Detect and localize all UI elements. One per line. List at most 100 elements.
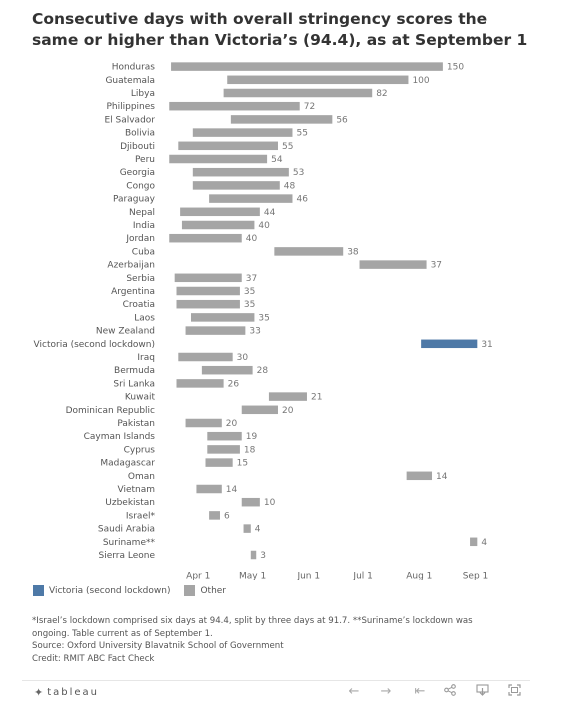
category-label: Bolivia bbox=[125, 129, 155, 139]
legend-item-other[interactable]: Other bbox=[184, 585, 226, 596]
bar[interactable] bbox=[176, 379, 224, 388]
category-label: Laos bbox=[134, 313, 155, 323]
bar[interactable] bbox=[180, 207, 260, 217]
data-label: 4 bbox=[481, 538, 487, 548]
bar[interactable] bbox=[243, 524, 251, 533]
bar[interactable] bbox=[227, 75, 409, 85]
data-label: 44 bbox=[264, 208, 276, 218]
category-label: Pakistan bbox=[117, 419, 155, 429]
bar[interactable] bbox=[274, 247, 344, 256]
bar[interactable] bbox=[178, 141, 278, 151]
bar[interactable] bbox=[250, 550, 257, 560]
bar[interactable] bbox=[201, 365, 253, 375]
data-label: 38 bbox=[347, 247, 359, 257]
category-label: Libya bbox=[131, 89, 155, 99]
data-label: 46 bbox=[296, 195, 308, 205]
footnotes: *Israel’s lockdown comprised six days at… bbox=[32, 615, 537, 665]
footnote-line: *Israel’s lockdown comprised six days at… bbox=[32, 616, 473, 626]
bar[interactable] bbox=[209, 194, 293, 203]
data-label: 56 bbox=[336, 115, 348, 125]
bar[interactable] bbox=[192, 128, 293, 137]
bar[interactable] bbox=[176, 286, 240, 296]
category-label: Saudi Arabia bbox=[98, 525, 155, 535]
legend-item-victoria[interactable]: Victoria (second lockdown) bbox=[33, 585, 170, 596]
bar[interactable] bbox=[209, 511, 220, 520]
data-label: 10 bbox=[264, 498, 276, 508]
share-icon[interactable] bbox=[442, 684, 458, 700]
bar[interactable] bbox=[176, 299, 240, 309]
tableau-toolbar: ✦ tableau ← → ⇤ bbox=[22, 680, 530, 703]
bar[interactable] bbox=[406, 471, 433, 481]
tableau-brand[interactable]: ✦ tableau bbox=[34, 686, 99, 699]
data-label: 37 bbox=[431, 261, 442, 271]
category-label: Uzbekistan bbox=[105, 498, 155, 508]
category-label: Peru bbox=[135, 155, 155, 165]
category-label: Honduras bbox=[112, 63, 156, 73]
category-label: Cuba bbox=[132, 247, 155, 257]
chart-title: Consecutive days with overall stringency… bbox=[32, 10, 528, 49]
data-label: 53 bbox=[293, 168, 304, 178]
tableau-wordmark: tableau bbox=[47, 686, 100, 698]
bar[interactable] bbox=[205, 458, 233, 467]
data-label: 82 bbox=[376, 89, 387, 99]
bar[interactable] bbox=[230, 115, 333, 124]
bar[interactable] bbox=[169, 233, 242, 243]
bar[interactable] bbox=[190, 313, 255, 322]
data-label: 33 bbox=[249, 327, 260, 337]
category-label: Guatemala bbox=[105, 76, 155, 86]
category-label: Paraguay bbox=[113, 195, 156, 205]
category-label: Philippines bbox=[107, 102, 156, 112]
category-label: Dominican Republic bbox=[66, 406, 155, 416]
legend[interactable]: Victoria (second lockdown) Other bbox=[33, 585, 240, 596]
category-label: Croatia bbox=[123, 300, 155, 310]
source-note: Source: Oxford University Blavatnik Scho… bbox=[32, 641, 284, 652]
download-icon[interactable] bbox=[474, 684, 490, 700]
bar[interactable] bbox=[241, 405, 278, 415]
data-label: 26 bbox=[228, 379, 240, 389]
data-label: 54 bbox=[271, 155, 283, 165]
bar[interactable] bbox=[169, 101, 300, 111]
bar[interactable] bbox=[178, 352, 233, 362]
data-label: 150 bbox=[447, 63, 464, 73]
bar[interactable] bbox=[192, 167, 289, 177]
bar[interactable] bbox=[359, 260, 427, 269]
bar[interactable] bbox=[185, 326, 246, 335]
bar-victoria[interactable] bbox=[421, 339, 478, 349]
data-label: 4 bbox=[255, 525, 261, 535]
tableau-logo-icon: ✦ bbox=[34, 685, 44, 699]
redo-icon[interactable]: → bbox=[380, 684, 392, 699]
data-label: 30 bbox=[237, 353, 249, 363]
undo-icon[interactable]: ← bbox=[348, 684, 360, 699]
x-tick-label: Apr 1 bbox=[186, 572, 210, 580]
category-label: Cayman Islands bbox=[84, 432, 156, 442]
bar[interactable] bbox=[174, 273, 242, 283]
data-label: 14 bbox=[226, 485, 238, 495]
revert-icon[interactable]: ⇤ bbox=[414, 684, 426, 699]
bar[interactable] bbox=[169, 154, 268, 164]
legend-label-other: Other bbox=[200, 585, 227, 596]
bar[interactable] bbox=[207, 431, 242, 441]
category-label: Iraq bbox=[137, 353, 155, 363]
category-label: Kuwait bbox=[125, 393, 156, 403]
category-label: Djibouti bbox=[120, 142, 155, 152]
data-label: 21 bbox=[311, 393, 322, 403]
bar[interactable] bbox=[223, 88, 373, 98]
bar[interactable] bbox=[196, 484, 222, 494]
bar[interactable] bbox=[181, 220, 255, 230]
bar[interactable] bbox=[470, 537, 478, 547]
bar[interactable] bbox=[185, 418, 222, 428]
data-label: 20 bbox=[226, 419, 238, 429]
bar[interactable] bbox=[241, 497, 260, 507]
bar[interactable] bbox=[192, 181, 280, 190]
category-label: Azerbaijan bbox=[107, 261, 155, 271]
legend-label-victoria: Victoria (second lockdown) bbox=[49, 585, 171, 596]
data-label: 55 bbox=[296, 129, 307, 139]
category-label: Vietnam bbox=[117, 485, 155, 495]
fullscreen-icon[interactable] bbox=[506, 684, 522, 700]
data-label: 14 bbox=[436, 472, 448, 482]
bar[interactable] bbox=[171, 62, 443, 71]
bar[interactable] bbox=[268, 392, 307, 401]
bar[interactable] bbox=[207, 445, 240, 454]
category-label: Sierra Leone bbox=[98, 551, 155, 561]
category-label: Cyprus bbox=[124, 445, 156, 455]
